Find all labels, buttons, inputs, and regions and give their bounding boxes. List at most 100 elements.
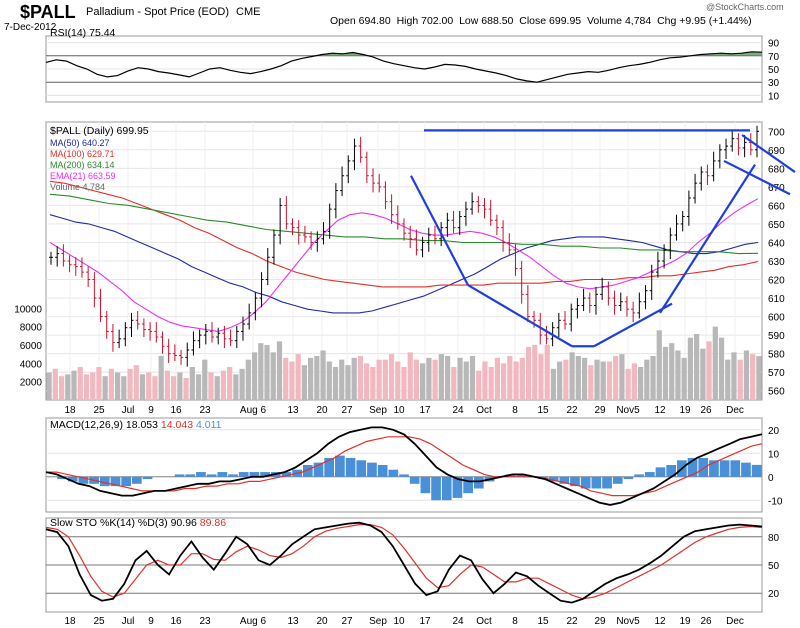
volume-bar <box>183 378 189 400</box>
low-label: Low <box>459 15 479 27</box>
volume-bar <box>656 330 662 400</box>
macd-histogram-bar <box>591 476 602 489</box>
volume-bar <box>301 365 307 400</box>
volume-bar <box>613 356 619 400</box>
ohlc-bar <box>117 329 122 349</box>
ohlc-bar <box>457 210 462 236</box>
volume-bar <box>451 367 457 400</box>
chart-symbol: $PALL <box>20 2 76 22</box>
high-label: High <box>396 15 419 27</box>
sto-x-tick-label: Jul <box>122 616 135 627</box>
ohlc-bar <box>265 248 270 286</box>
ohlc-bar <box>389 194 394 224</box>
volume-bar <box>208 372 214 400</box>
volume-bar <box>469 356 476 400</box>
volume-bar <box>382 359 388 400</box>
macd-histogram-bar <box>719 460 730 477</box>
volume-bar <box>233 374 239 400</box>
price-x-tick-label: Dec <box>726 405 744 416</box>
macd-hist-value: 4.011 <box>195 419 222 431</box>
sto-x-tick-label: 15 <box>537 616 549 627</box>
ohlc-bar <box>563 311 568 330</box>
volume-legend: Volume 4,784 <box>50 182 106 192</box>
ohlc-bar <box>482 197 487 219</box>
volume-bar <box>420 363 426 400</box>
ohlc-bar <box>420 236 425 258</box>
ohlc-bar <box>222 325 227 349</box>
volume-tick-label: 2000 <box>20 378 43 389</box>
ohlc-bar <box>172 344 177 362</box>
sto-k-value: 90.96 <box>170 517 197 529</box>
volume-bar <box>364 363 370 400</box>
macd-histogram-bar <box>142 476 153 480</box>
macd-histogram-bar <box>206 474 217 477</box>
macd-histogram-bar <box>420 476 431 494</box>
ohlc-bar <box>333 183 338 219</box>
volume-tick-label: 4000 <box>20 359 43 370</box>
macd-histogram-bar <box>131 476 142 484</box>
sto-x-tick-label: 18 <box>64 616 76 627</box>
volume-bar <box>619 354 625 400</box>
macd-histogram-bar <box>110 476 121 487</box>
ohlc-bar <box>742 134 747 158</box>
ohlc-bar <box>408 225 413 249</box>
volume-bar <box>743 350 750 400</box>
macd-histogram-bar <box>751 464 762 477</box>
price-x-tick-label: 27 <box>341 405 353 416</box>
volume-bar <box>413 359 420 400</box>
volume-bar <box>152 376 158 400</box>
ohlc-bar <box>346 155 351 184</box>
ohlc-bar <box>253 292 258 321</box>
ohlc-bar <box>494 214 499 236</box>
ohlc-bar <box>426 227 431 252</box>
volume-tick-label: 10000 <box>14 304 42 315</box>
ohlc-bar <box>699 166 704 191</box>
price-tick-label: 630 <box>768 257 785 268</box>
volume-bar <box>457 357 463 400</box>
macd-histogram-bar <box>217 472 228 477</box>
volume-bar <box>339 359 345 400</box>
macd-histogram-bar <box>570 476 580 487</box>
rsi-tick-label: 90 <box>768 39 780 50</box>
sto-x-tick-label: Oct <box>476 616 492 627</box>
ohlc-bar <box>693 173 698 204</box>
sto-x-tick-label: 22 <box>566 616 578 627</box>
macd-histogram-bar <box>313 462 324 477</box>
ema21-legend: EMA(21) 663.59 <box>50 171 116 181</box>
volume-bar <box>332 367 339 400</box>
close-label: Close <box>519 15 547 27</box>
ohlc-bar <box>476 196 481 213</box>
macd-histogram-bar <box>516 474 527 477</box>
volume-bar <box>706 341 712 400</box>
sto-k-line <box>45 521 763 604</box>
ohlc-bar <box>655 251 660 278</box>
volume-bar <box>718 337 725 400</box>
price-x-tick-label: 22 <box>566 405 578 416</box>
ohlc-bar <box>717 144 722 169</box>
ohlc-bar <box>358 136 363 163</box>
price-x-tick-label: 16 <box>170 405 182 416</box>
volume-bar <box>270 352 276 400</box>
volume-bar <box>258 343 264 400</box>
ohlc-bar <box>61 244 66 267</box>
ohlc-bar <box>104 311 109 339</box>
volume-bar <box>494 357 501 400</box>
volume-bar <box>295 354 301 400</box>
macd-histogram-bar <box>238 472 249 477</box>
macd-histogram-bar <box>548 476 559 482</box>
volume-bar <box>220 370 227 400</box>
volume-bar <box>395 361 401 400</box>
sto-x-tick-label: 19 <box>679 616 691 627</box>
volume-bar <box>557 361 563 400</box>
price-title: $PALL (Daily) 699.95 <box>50 125 149 137</box>
volume-bar <box>675 350 681 400</box>
macd-histogram-bar <box>99 476 110 487</box>
ohlc-bar <box>166 338 171 363</box>
macd-histogram-bar <box>367 462 377 477</box>
price-x-tick-label: 19 <box>679 405 691 416</box>
rsi-tick-label: 30 <box>768 78 780 89</box>
volume-bar <box>631 363 637 400</box>
ohlc-bar <box>234 325 239 349</box>
macd-legend: MACD(12,26,9) 18.053 14.043 4.011 <box>50 419 221 431</box>
ohlc-bar <box>110 324 115 352</box>
